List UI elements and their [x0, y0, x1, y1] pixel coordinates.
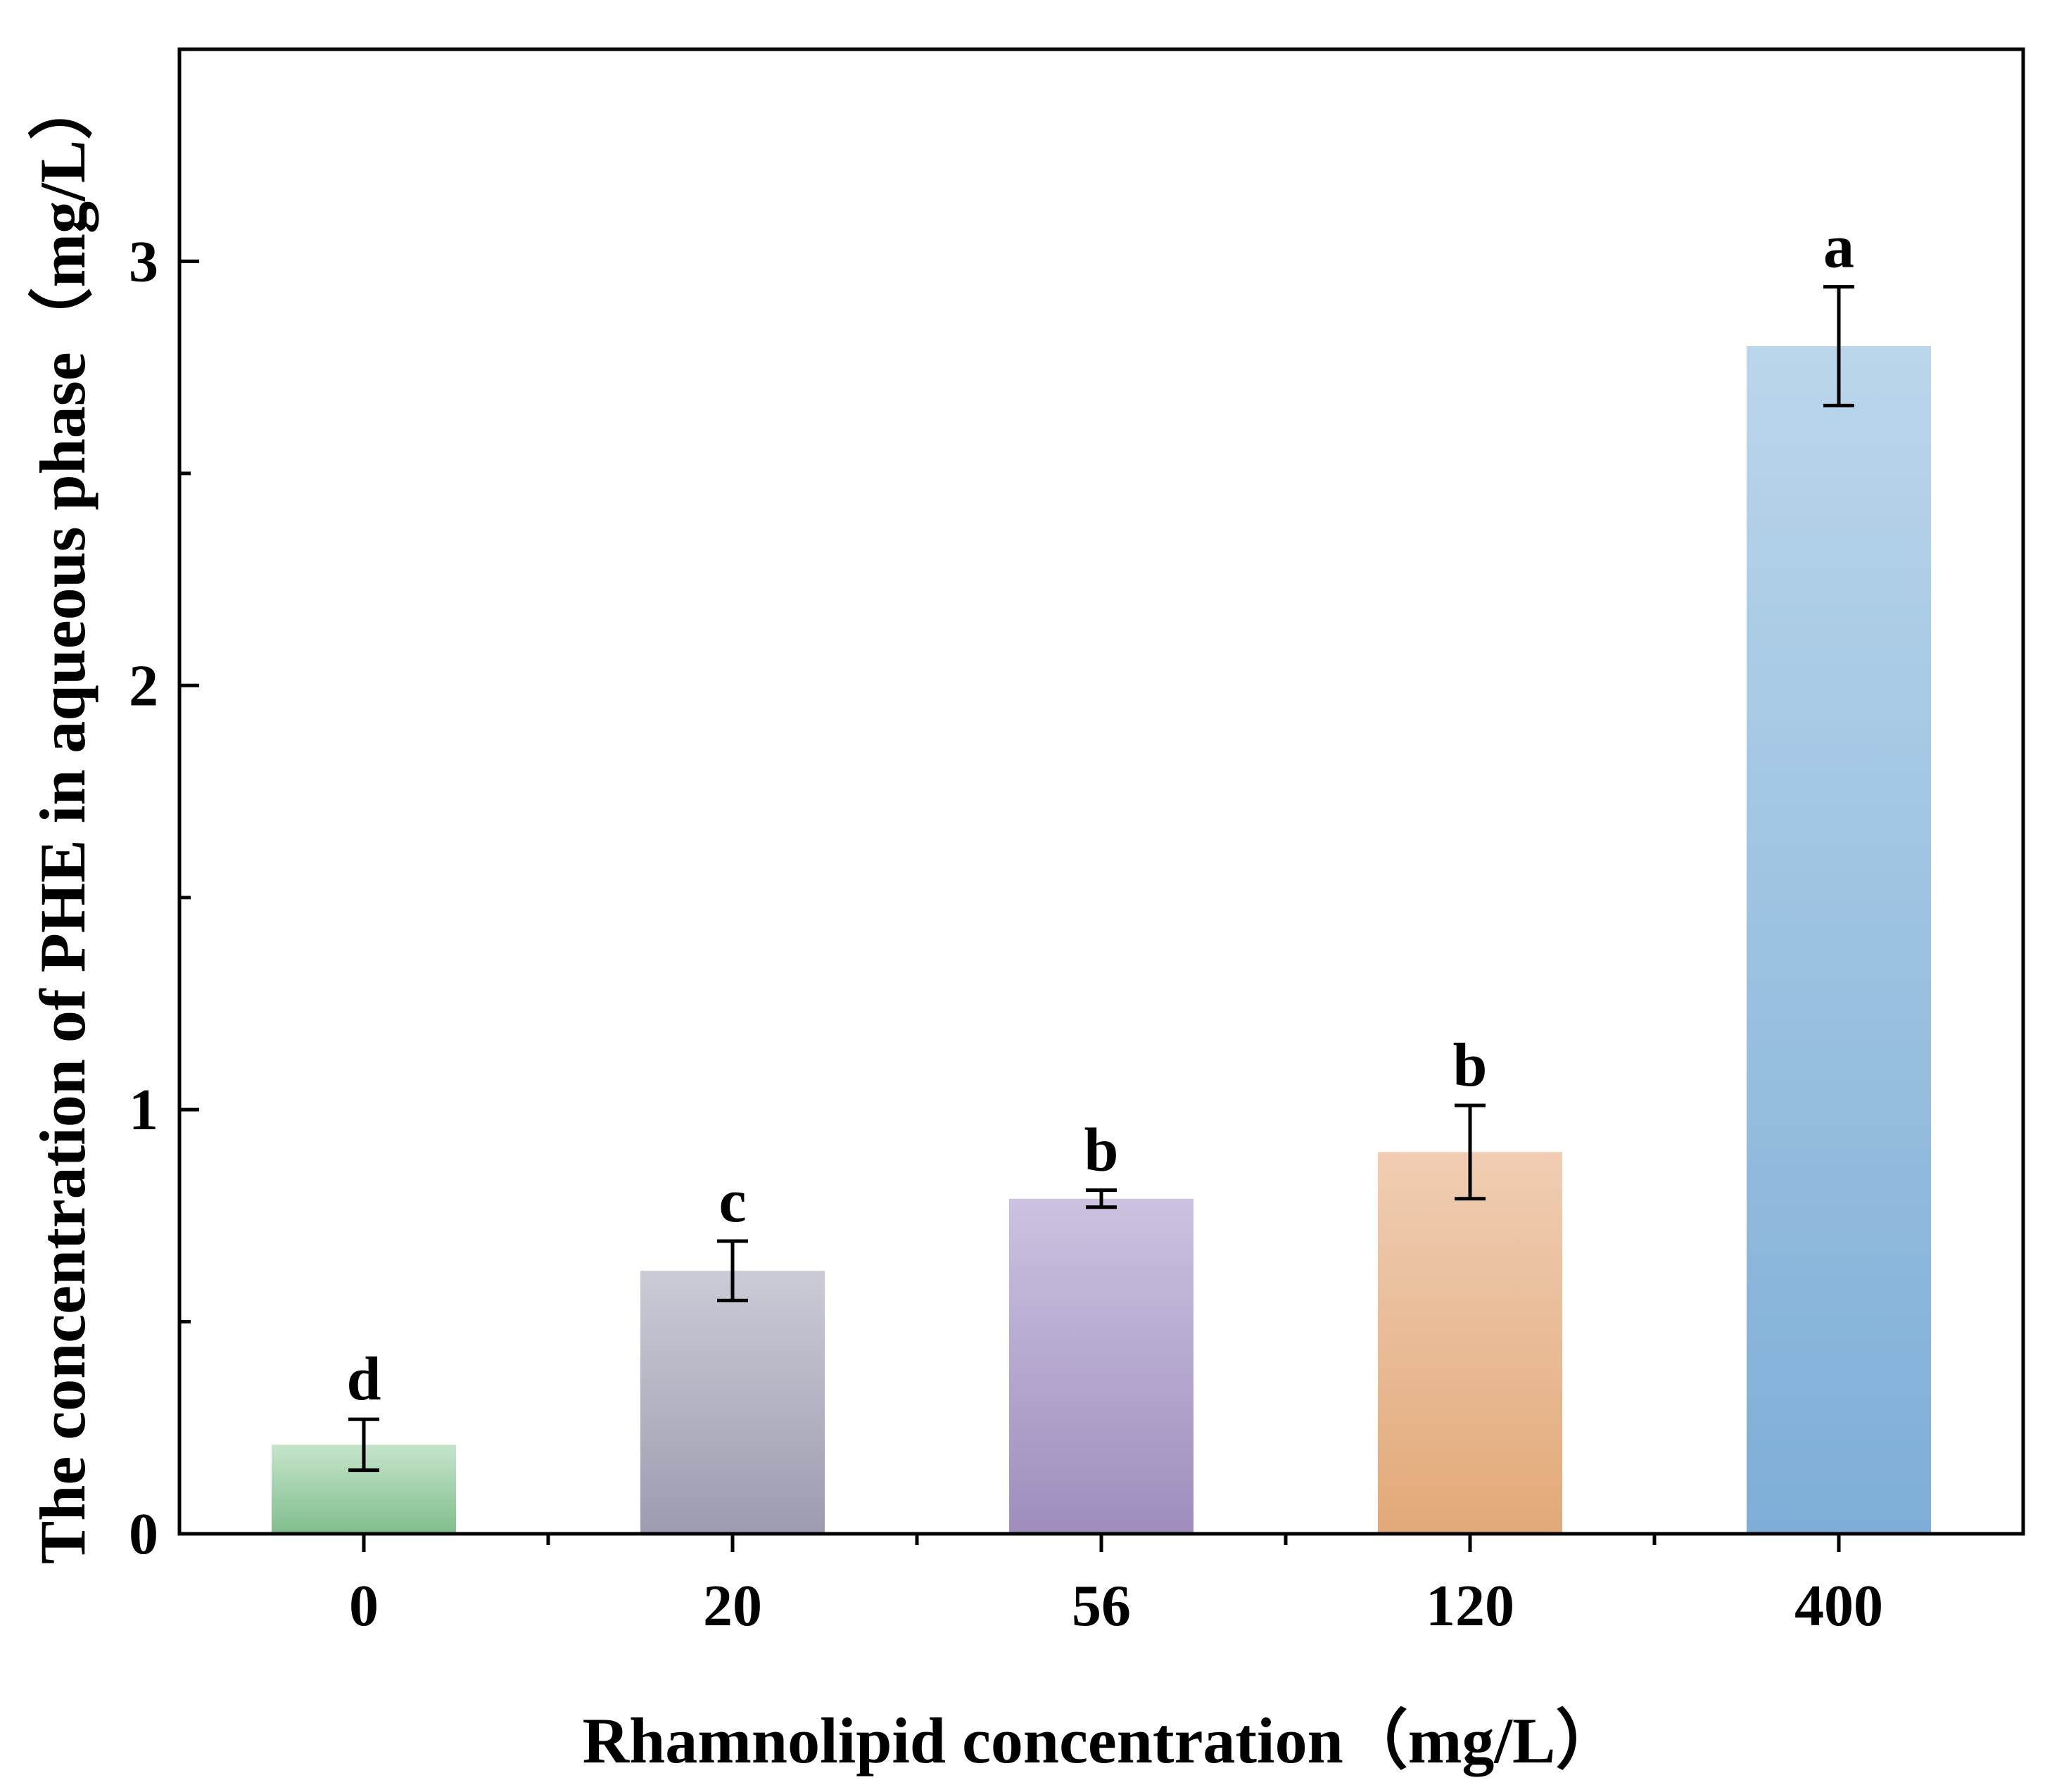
error-bar-20: [717, 1239, 748, 1302]
bar-20: [640, 1271, 825, 1534]
x-tick-label-0: 0: [349, 1573, 379, 1639]
y-tick-label: 1: [129, 1077, 158, 1143]
x-tick-label-400: 400: [1794, 1573, 1883, 1639]
bar-120: [1378, 1152, 1562, 1534]
error-bar-0: [348, 1417, 379, 1473]
y-tick-label: 0: [129, 1501, 158, 1567]
significance-letters-layer: d c b b a: [347, 213, 1854, 1414]
error-bar-56: [1086, 1188, 1117, 1209]
y-tick-label: 3: [129, 229, 158, 294]
x-tick-label-20: 20: [703, 1573, 762, 1639]
error-bar-120: [1455, 1103, 1486, 1201]
bar-56: [1009, 1198, 1194, 1534]
significance-letter-120: b: [1453, 1031, 1488, 1100]
x-axis-title: Rhamnolipid concentration（mg/L）: [583, 1705, 1621, 1777]
significance-letter-20: c: [718, 1167, 746, 1235]
significance-letter-400: a: [1823, 213, 1854, 281]
x-axis: 0 20 56 120 400: [349, 1534, 1883, 1639]
significance-letter-0: d: [347, 1345, 381, 1413]
bar-400: [1747, 346, 1931, 1534]
x-tick-label-56: 56: [1072, 1573, 1131, 1639]
y-axis-title: The concentration of PHE in aqueous phas…: [27, 75, 99, 1564]
error-bars-layer: [348, 285, 1854, 1473]
y-tick-label: 2: [129, 653, 158, 718]
bars-layer: [272, 346, 1931, 1534]
error-bar-400: [1823, 285, 1854, 407]
significance-letter-56: b: [1084, 1117, 1119, 1185]
x-tick-label-120: 120: [1426, 1573, 1514, 1639]
y-axis: 0 1 2 3: [129, 229, 199, 1567]
